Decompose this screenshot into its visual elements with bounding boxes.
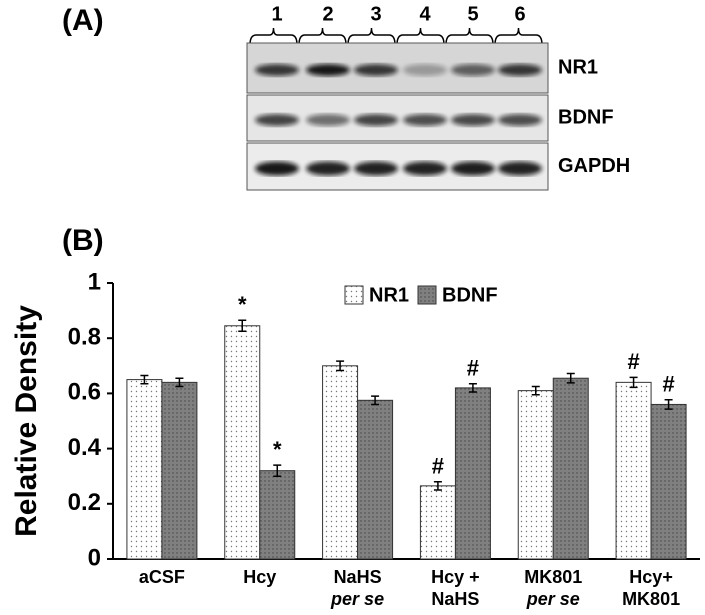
lane-bracket (347, 27, 396, 46)
bar (322, 365, 359, 560)
error-bar (566, 372, 575, 384)
bar-chart: 0 0.2 0.4 0.6 0.8 1 Relative Density aCSF Hcy * * N… (10, 268, 700, 609)
bar (259, 470, 296, 560)
lane-bracket (249, 27, 298, 46)
y-tick-label: 0.2 (68, 489, 101, 516)
significance-marker: * (238, 292, 247, 317)
band (306, 161, 350, 176)
band-label: GAPDH (558, 155, 630, 177)
y-tick-label: 0.6 (68, 379, 101, 406)
x-tick-label: aCSF (139, 567, 185, 587)
legend-label: NR1 (369, 284, 409, 306)
western-blot: 1 2 3 4 5 6 NR1 BDNF GAPDH (246, 3, 630, 191)
panel-label: (B) (62, 224, 104, 257)
x-tick-label: per se (330, 589, 384, 609)
error-bar (175, 377, 184, 388)
y-tick-label: 0 (88, 544, 101, 571)
y-tick-label: 0.4 (68, 434, 102, 461)
x-tick-label: MK801 (524, 567, 582, 587)
bar (224, 325, 261, 560)
error-bar (629, 376, 638, 389)
x-tick-label: MK801 (622, 589, 680, 609)
band (451, 64, 495, 76)
significance-marker: # (432, 454, 444, 479)
x-tick-label: Hcy + (431, 567, 480, 587)
lane-label: 2 (322, 3, 333, 25)
x-tick-label: per se (526, 589, 580, 609)
band (255, 64, 299, 76)
bar (454, 387, 491, 560)
lane-bracket (298, 27, 347, 46)
band (403, 161, 447, 176)
significance-marker: # (662, 372, 674, 397)
lane-label: 4 (419, 3, 431, 25)
error-bar (531, 385, 540, 396)
x-tick-label: NaHS (431, 589, 479, 609)
bar (552, 377, 589, 560)
error-bar (140, 374, 149, 385)
y-tick-label: 0.8 (68, 324, 101, 351)
y-tick-label: 1 (88, 268, 101, 295)
band (403, 114, 447, 126)
y-axis-label: Relative Density (10, 305, 43, 537)
error-bar (664, 398, 673, 410)
band (451, 114, 495, 126)
x-tick-label: Hcy (243, 567, 276, 587)
x-tick-label: Hcy+ (629, 567, 673, 587)
lane-label: 5 (467, 3, 478, 25)
error-bar (336, 360, 345, 372)
panel-label: (A) (62, 4, 104, 37)
legend-swatch (344, 285, 364, 305)
lane-label: 6 (514, 3, 525, 25)
legend-label: BDNF (442, 284, 498, 306)
band (306, 114, 350, 126)
error-bar (273, 464, 282, 477)
band (354, 114, 398, 126)
lane-label: 1 (271, 3, 282, 25)
band (306, 64, 350, 76)
bar (650, 403, 687, 560)
error-bar (371, 395, 380, 406)
band (403, 64, 447, 76)
band (498, 161, 542, 176)
band (255, 114, 299, 126)
band (354, 161, 398, 176)
significance-marker: # (467, 356, 479, 381)
lane-bracket (396, 27, 445, 46)
bar (357, 399, 394, 560)
band (255, 161, 299, 176)
error-bar (433, 480, 442, 491)
error-bar (468, 382, 477, 393)
band (354, 64, 398, 76)
band-label: NR1 (558, 56, 598, 78)
band-label: BDNF (558, 106, 614, 128)
lane-bracket (494, 27, 543, 46)
legend-swatch (417, 285, 437, 305)
bar (419, 485, 456, 560)
lane-label: 3 (370, 3, 381, 25)
bar (161, 381, 198, 560)
bar (126, 379, 163, 560)
bar (517, 390, 554, 560)
band (451, 161, 495, 176)
significance-marker: * (273, 437, 282, 462)
significance-marker: # (627, 349, 639, 374)
bar (615, 381, 652, 560)
error-bar (238, 319, 247, 333)
band (498, 114, 542, 126)
band (498, 64, 542, 76)
lane-bracket (445, 27, 494, 46)
x-tick-label: NaHS (334, 567, 382, 587)
